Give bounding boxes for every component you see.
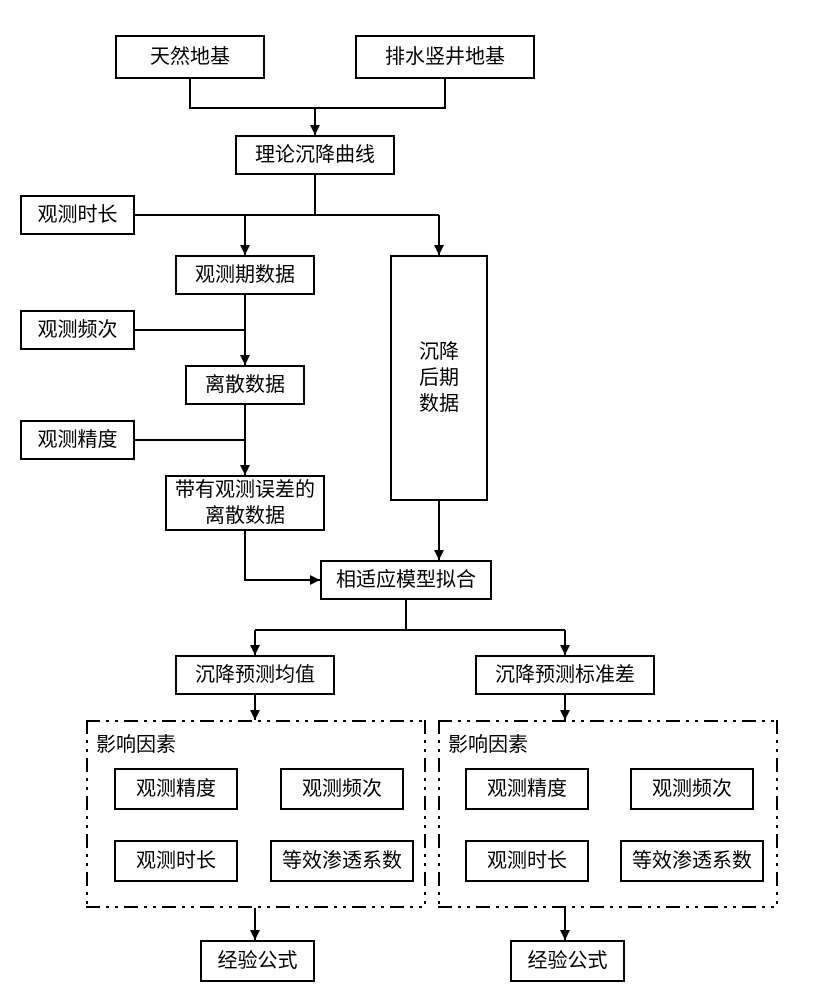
node-label: 沉降 后期 数据 xyxy=(419,339,459,417)
node-label: 排水竖井地基 xyxy=(385,44,505,70)
node-label: 观测时长 xyxy=(487,848,567,874)
node-label: 观测频次 xyxy=(652,776,732,802)
factor-group-left-label: 影响因素 xyxy=(96,728,176,757)
node-n4: 观测时长 xyxy=(20,195,135,235)
node-n7: 离散数据 xyxy=(185,365,305,405)
node-n6: 观测频次 xyxy=(20,310,135,350)
node-n2: 排水竖井地基 xyxy=(355,35,535,79)
node-n14: 经验公式 xyxy=(200,940,315,982)
node-label: 观测频次 xyxy=(38,317,118,343)
node-label: 沉降预测标准差 xyxy=(495,662,635,688)
factor-box: 观测频次 xyxy=(280,768,404,810)
factor-group-right-label: 影响因素 xyxy=(448,728,528,757)
factor-box: 观测频次 xyxy=(630,768,754,810)
node-label: 相适应模型拟合 xyxy=(336,567,476,593)
node-label: 带有观测误差的离散数据 xyxy=(175,477,315,529)
node-n10: 沉降 后期 数据 xyxy=(390,255,488,501)
node-label: 等效渗透系数 xyxy=(282,848,402,874)
node-n3: 理论沉降曲线 xyxy=(235,135,395,175)
node-n11: 相适应模型拟合 xyxy=(320,560,492,600)
factor-box: 等效渗透系数 xyxy=(620,840,764,882)
node-label: 观测精度 xyxy=(38,427,118,453)
node-n8: 观测精度 xyxy=(20,420,135,460)
node-label: 观测精度 xyxy=(136,776,216,802)
node-n13: 沉降预测标准差 xyxy=(475,655,655,695)
node-n9: 带有观测误差的离散数据 xyxy=(165,475,325,531)
factor-box: 观测时长 xyxy=(114,840,238,882)
node-label: 等效渗透系数 xyxy=(632,848,752,874)
factor-box: 等效渗透系数 xyxy=(270,840,414,882)
factor-box: 观测精度 xyxy=(114,768,238,810)
factor-box: 观测精度 xyxy=(465,768,589,810)
node-n5: 观测期数据 xyxy=(175,255,315,295)
node-label: 天然地基 xyxy=(150,44,230,70)
node-label: 沉降预测均值 xyxy=(195,662,315,688)
node-label: 观测时长 xyxy=(38,202,118,228)
node-label: 经验公式 xyxy=(218,948,298,974)
node-label: 理论沉降曲线 xyxy=(255,142,375,168)
node-n12: 沉降预测均值 xyxy=(175,655,335,695)
node-label: 观测频次 xyxy=(302,776,382,802)
node-n15: 经验公式 xyxy=(510,940,625,982)
node-label: 离散数据 xyxy=(205,372,285,398)
node-label: 观测精度 xyxy=(487,776,567,802)
node-label: 观测时长 xyxy=(136,848,216,874)
node-label: 经验公式 xyxy=(528,948,608,974)
node-label: 观测期数据 xyxy=(195,262,295,288)
factor-box: 观测时长 xyxy=(465,840,589,882)
node-n1: 天然地基 xyxy=(115,35,265,79)
